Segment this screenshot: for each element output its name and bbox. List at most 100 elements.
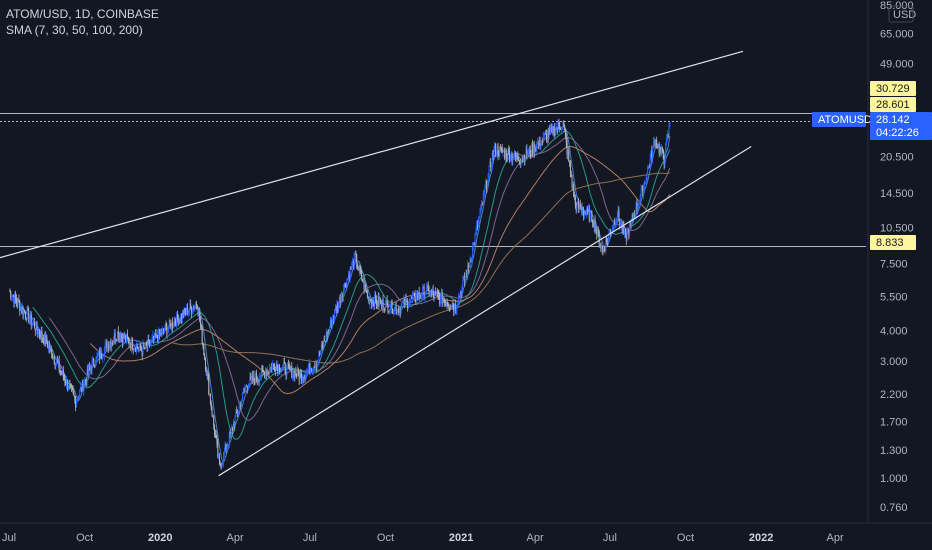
candle-body <box>647 167 649 174</box>
candle-body <box>480 205 482 211</box>
candle-body <box>343 283 345 290</box>
candle-body <box>205 369 207 375</box>
candle-body <box>334 309 336 320</box>
candle-body <box>28 310 30 323</box>
trendlines[interactable] <box>0 50 752 477</box>
candle-body <box>453 307 455 311</box>
candle-body <box>602 249 604 251</box>
candle-body <box>549 128 551 132</box>
candle-body <box>337 303 339 310</box>
candle-body <box>191 310 193 313</box>
candle-body <box>662 150 664 159</box>
candle-body <box>72 390 74 394</box>
candle-body <box>183 308 185 317</box>
candle-body <box>643 182 645 188</box>
candle-body <box>79 389 81 396</box>
candle-body <box>583 211 585 216</box>
last-price-box <box>870 112 932 140</box>
candle-body <box>446 303 448 306</box>
candle-body <box>619 219 621 225</box>
candle-body <box>148 339 150 341</box>
candle-body <box>245 385 247 390</box>
candle-body <box>58 360 60 371</box>
candle-body <box>26 309 28 321</box>
candle-body <box>188 310 190 313</box>
candle-body <box>468 267 470 268</box>
candle-body <box>269 368 271 373</box>
candle-body <box>306 370 308 375</box>
candle-body <box>558 122 560 126</box>
candle-body <box>131 338 133 348</box>
candle-body <box>386 300 388 304</box>
candle-body <box>98 351 100 356</box>
candle-body <box>37 329 39 334</box>
candle-body <box>126 333 128 341</box>
candle-body <box>659 147 661 154</box>
candle-body <box>463 276 465 281</box>
candle-body <box>297 368 299 374</box>
candle-body <box>231 427 233 429</box>
candle-body <box>666 138 668 144</box>
y-tick-label: 65.000 <box>880 29 914 41</box>
candle-body <box>529 146 531 155</box>
candle-body <box>652 147 654 159</box>
candle-body <box>537 142 539 145</box>
candle-body <box>71 387 73 391</box>
candle-body <box>555 131 557 136</box>
candle-body <box>249 376 251 385</box>
candle-body <box>36 321 38 330</box>
candle-body <box>193 306 195 309</box>
candle-body <box>270 367 272 371</box>
candle-body <box>439 296 441 304</box>
candle-body <box>215 435 217 439</box>
candle-body <box>163 328 165 332</box>
candle-body <box>369 299 371 304</box>
candle-body <box>345 286 347 288</box>
candle-body <box>149 343 151 346</box>
candle-body <box>590 210 592 212</box>
candle-body <box>615 223 617 225</box>
x-tick-label: 2022 <box>749 532 773 544</box>
candle-body <box>197 308 199 315</box>
candle-body <box>39 334 41 339</box>
candle-body <box>663 158 665 165</box>
candle-body <box>559 125 561 129</box>
candle-body <box>635 203 637 216</box>
candle-body <box>42 337 44 339</box>
candle-body <box>171 321 173 330</box>
candle-body <box>417 291 419 299</box>
candle-body <box>168 319 170 328</box>
candle-body <box>94 365 96 368</box>
candle-body <box>232 423 234 431</box>
candle-body <box>653 141 655 143</box>
symbol-title[interactable]: ATOM/USD, 1D, COINBASE <box>6 7 159 21</box>
indicator-title[interactable]: SMA (7, 30, 50, 100, 200) <box>6 23 143 37</box>
candle-body <box>206 372 208 375</box>
x-tick-label: 2020 <box>148 532 172 544</box>
candle-body <box>571 176 573 188</box>
candle-body <box>152 335 154 339</box>
candle-body <box>121 335 123 338</box>
candle-body <box>237 413 239 415</box>
candle-body <box>338 302 340 310</box>
candle-body <box>144 347 146 349</box>
candle-body <box>454 303 456 311</box>
candle-body <box>15 293 17 299</box>
time-axis[interactable]: Jul Oct 2020 Apr Jul Oct 2021 Apr Jul Oct 2022 Apr <box>0 522 932 550</box>
candle-body <box>265 371 267 376</box>
candle-body <box>261 368 263 370</box>
candle-body <box>552 126 554 136</box>
candle-body <box>500 146 502 148</box>
candle-body <box>367 296 369 298</box>
candle-body <box>634 214 636 217</box>
candle-body <box>359 265 361 271</box>
candle-body <box>568 151 570 162</box>
y-tick-label: 7.500 <box>880 258 908 270</box>
candle-body <box>60 370 62 372</box>
candle-body <box>89 368 91 370</box>
candle-body <box>526 148 528 156</box>
candle-body <box>496 146 498 154</box>
candle-body <box>407 300 409 309</box>
candle-body <box>429 294 431 296</box>
